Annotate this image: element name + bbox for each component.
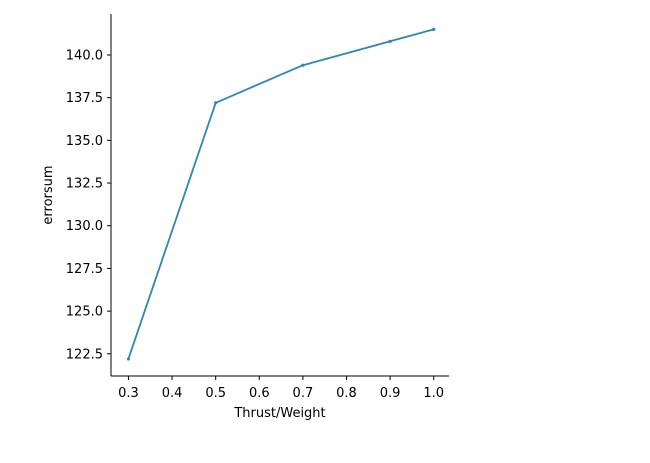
- data-point: [126, 357, 131, 361]
- x-tick-label: 1.0: [423, 386, 444, 401]
- x-axis-ticks: 0.3 0.4 0.5 0.6 0.7 0.8 0.9 1.0: [118, 376, 444, 401]
- x-tick-label: 0.3: [118, 386, 139, 401]
- data-point: [388, 39, 392, 43]
- y-axis-ticks: 122.5 125.0 127.5 130.0 132.5 135.0 137.5 140.0: [66, 48, 111, 362]
- y-tick-label: 132.5: [66, 177, 103, 192]
- y-tick-label: 135.0: [66, 134, 103, 149]
- data-point: [301, 63, 305, 67]
- y-axis-label: errorsum: [41, 165, 56, 224]
- x-tick-label: 0.6: [249, 386, 270, 401]
- x-tick-label: 0.7: [293, 386, 314, 401]
- y-tick-label: 140.0: [66, 48, 103, 63]
- y-tick-label: 122.5: [66, 347, 103, 362]
- y-tick-label: 127.5: [66, 262, 103, 277]
- x-tick-label: 0.4: [162, 386, 183, 401]
- x-tick-label: 0.8: [336, 386, 357, 401]
- series-line: [127, 28, 434, 360]
- data-point: [214, 101, 218, 105]
- y-tick-label: 130.0: [66, 219, 103, 234]
- data-point: [432, 27, 436, 31]
- x-tick-label: 0.5: [205, 386, 226, 401]
- x-tick-label: 0.9: [380, 386, 401, 401]
- series-layer: [126, 27, 436, 361]
- y-tick-label: 125.0: [66, 305, 103, 320]
- x-axis-label: Thrust/Weight: [233, 406, 325, 421]
- y-tick-label: 137.5: [66, 91, 103, 106]
